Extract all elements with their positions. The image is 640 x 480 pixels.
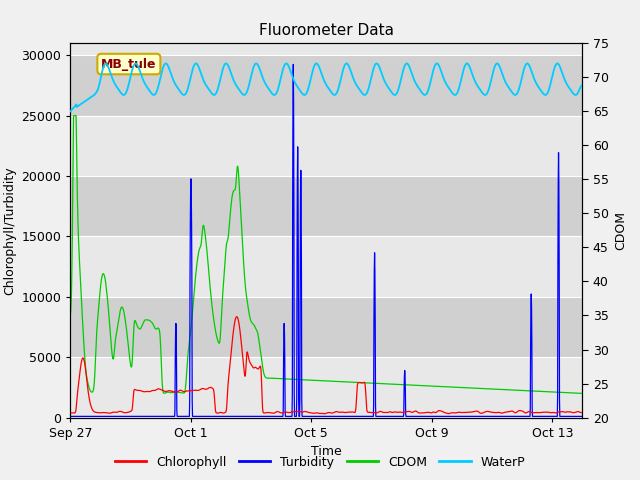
Legend: Chlorophyll, Turbidity, CDOM, WaterP: Chlorophyll, Turbidity, CDOM, WaterP	[109, 451, 531, 474]
Y-axis label: CDOM: CDOM	[614, 211, 627, 250]
Bar	[70, 357, 582, 418]
Bar	[70, 237, 582, 297]
Title: Fluorometer Data: Fluorometer Data	[259, 23, 394, 38]
Bar	[70, 176, 582, 237]
Bar	[70, 297, 582, 357]
Text: MB_tule: MB_tule	[101, 58, 157, 71]
X-axis label: Time: Time	[311, 445, 342, 458]
Y-axis label: Chlorophyll/Turbidity: Chlorophyll/Turbidity	[3, 166, 16, 295]
Bar	[70, 116, 582, 176]
Bar	[70, 55, 582, 116]
